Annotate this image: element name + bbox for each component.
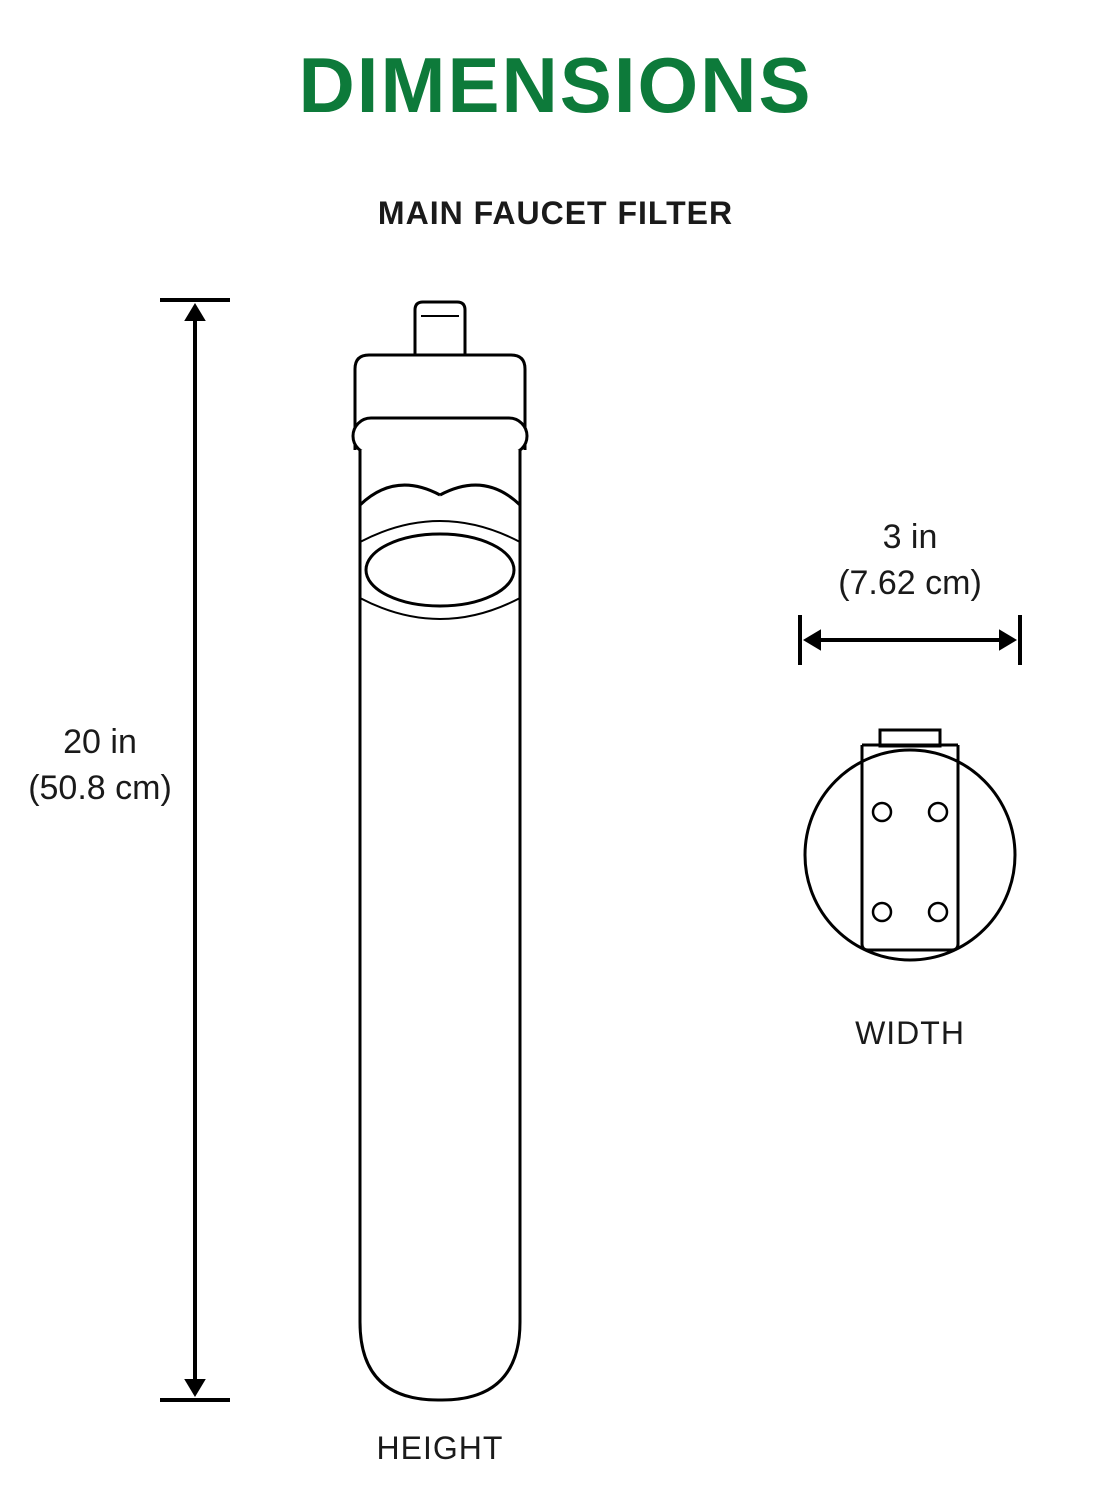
width-extent-arrow xyxy=(800,615,1020,665)
height-extent-arrow xyxy=(160,300,230,1400)
diagram-svg xyxy=(0,0,1111,1500)
filter-side-view xyxy=(353,302,527,1400)
filter-top-view xyxy=(805,730,1015,960)
dimensions-infographic: DIMENSIONS MAIN FAUCET FILTER 20 in (50.… xyxy=(0,0,1111,1500)
